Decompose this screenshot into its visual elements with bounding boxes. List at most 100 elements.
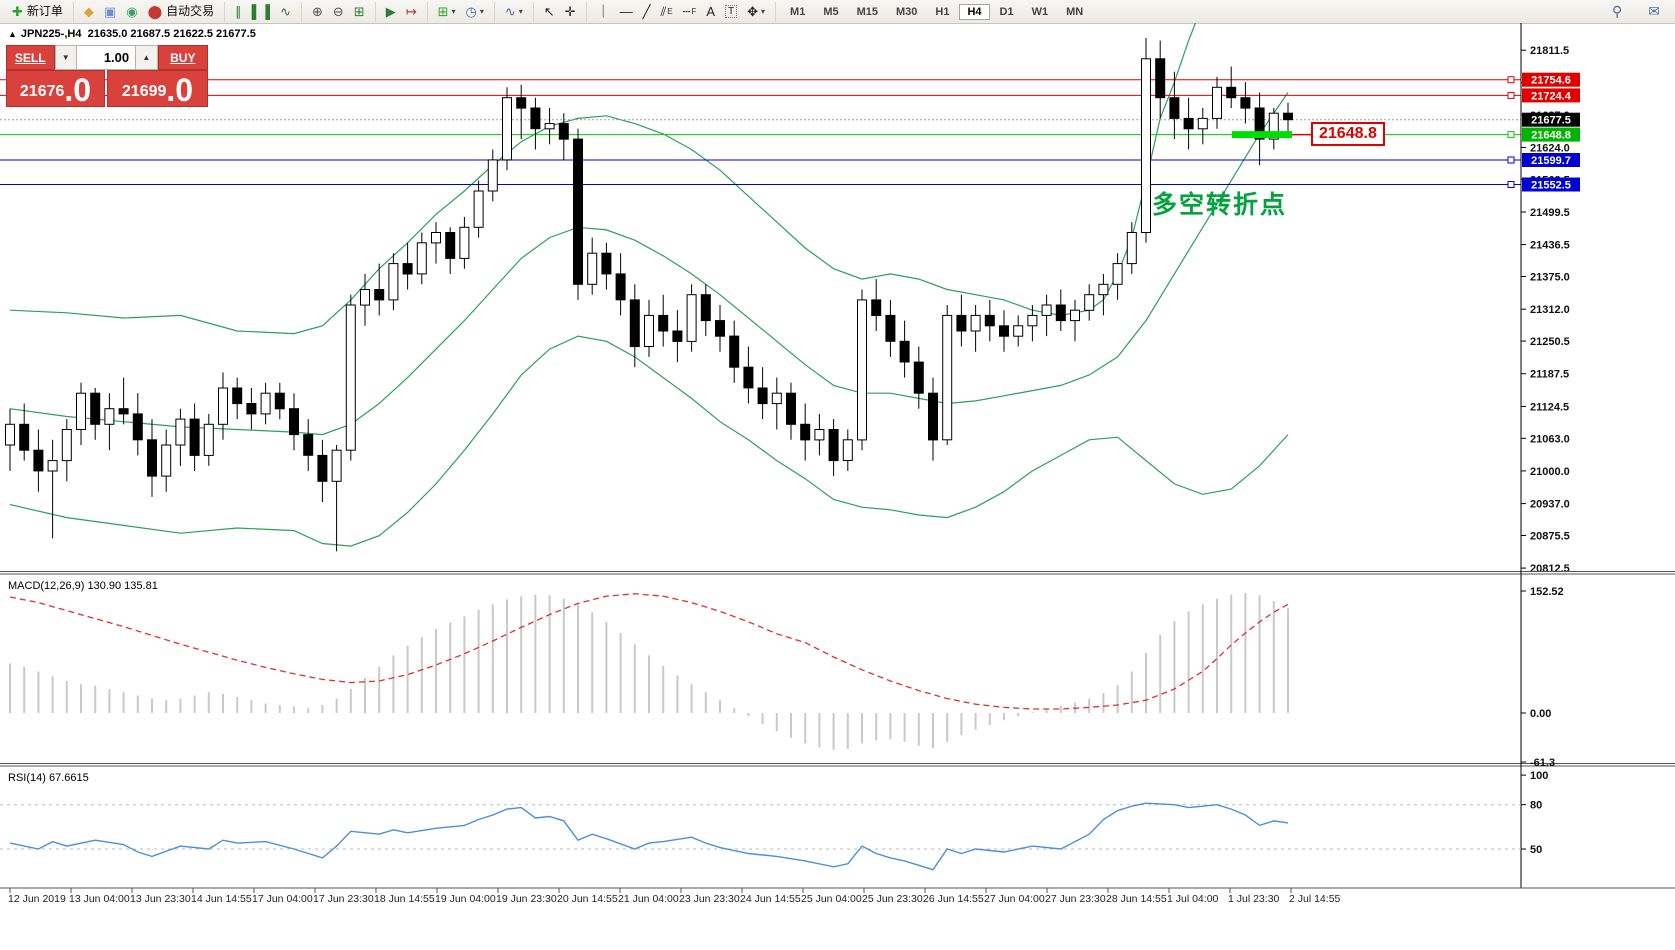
candlestick-chart-icon: ▌▐ xyxy=(251,4,271,19)
toolbar-group: ◆ ▣ ◉ ⬤ 自动交易 xyxy=(72,1,224,22)
svg-text:19 Jun 04:00: 19 Jun 04:00 xyxy=(435,893,496,905)
chart-shift-icon: ↦ xyxy=(405,4,417,19)
volume-increase-button[interactable]: ▲ xyxy=(135,45,158,70)
toolbar-group: ▶ ↦ xyxy=(374,1,427,22)
toolbar-group: ↖ ✛ xyxy=(532,1,586,22)
navigator-button[interactable]: ▣ xyxy=(100,1,120,22)
selected-line-segment[interactable] xyxy=(1232,131,1292,139)
chevron-down-icon[interactable]: ▾ xyxy=(479,7,484,16)
chart-shift-button[interactable]: ↦ xyxy=(402,1,421,22)
rsi-line xyxy=(9,802,1289,871)
new-chart-dropdown[interactable]: ⊞ ▾ xyxy=(434,1,460,22)
chevron-down-icon[interactable]: ▾ xyxy=(761,7,766,16)
data-window-button[interactable]: ◆ xyxy=(80,1,98,22)
horizontal-line-icon: — xyxy=(619,4,633,19)
horizontal-line-tool[interactable]: — xyxy=(616,1,637,22)
svg-text:21811.5: 21811.5 xyxy=(1530,45,1569,57)
line-chart-icon: ∿ xyxy=(280,4,291,19)
macd-indicator: 152.52 0.00 -61.3 MACD(12,26,9) 130.90 135.… xyxy=(8,580,1564,769)
clock-icon: ◷ xyxy=(465,4,477,19)
search-button[interactable]: ⚲ xyxy=(1608,1,1626,22)
timeframe-m1[interactable]: M1 xyxy=(790,5,806,18)
svg-text:26 Jun 14:55: 26 Jun 14:55 xyxy=(923,893,984,905)
line-handle xyxy=(1507,91,1515,99)
line-handle xyxy=(1507,181,1515,188)
timeframe-m15[interactable]: M15 xyxy=(856,5,878,18)
timeframe-m5[interactable]: M5 xyxy=(823,5,839,18)
chart-text-annotation[interactable]: 多空转折点 xyxy=(1152,191,1288,219)
buy-button[interactable]: BUY xyxy=(157,45,208,70)
timeframe-h1[interactable]: H1 xyxy=(935,5,950,18)
timeframe-mn[interactable]: MN xyxy=(1066,5,1084,18)
ask-price[interactable]: 21699.0 xyxy=(107,70,208,107)
macd-signal-line xyxy=(9,593,1289,710)
autotrade-button[interactable]: ⬤ 自动交易 xyxy=(144,1,219,22)
crosshair-tool[interactable]: ✛ xyxy=(561,1,580,22)
line-chart-button[interactable]: ∿ xyxy=(276,1,295,22)
shapes-dropdown[interactable]: ✥ ▾ xyxy=(743,1,769,22)
svg-text:21250.5: 21250.5 xyxy=(1530,336,1570,348)
price-callout-label[interactable]: 21648.8 xyxy=(1311,122,1385,146)
line-handle xyxy=(1507,131,1515,139)
trendline-tool[interactable]: ╱ xyxy=(639,1,655,22)
periods-dropdown[interactable]: ◷ ▾ xyxy=(462,1,488,22)
svg-text:0.00: 0.00 xyxy=(1530,708,1551,720)
zoom-out-icon: ⊖ xyxy=(332,4,344,19)
svg-text:20937.0: 20937.0 xyxy=(1530,499,1570,511)
channel-icon-suffix: E xyxy=(667,7,673,16)
svg-text:27 Jun 04:00: 27 Jun 04:00 xyxy=(984,893,1045,905)
svg-text:17 Jun 23:30: 17 Jun 23:30 xyxy=(313,893,374,905)
vertical-line-tool[interactable]: ｜ xyxy=(593,1,614,22)
timeframe-h4[interactable]: H4 xyxy=(959,3,990,20)
svg-text:13 Jun 04:00: 13 Jun 04:00 xyxy=(69,893,130,905)
svg-text:21063.0: 21063.0 xyxy=(1530,433,1570,445)
svg-text:20812.5: 20812.5 xyxy=(1530,563,1570,575)
zoom-in-button[interactable]: ⊕ xyxy=(308,1,327,22)
trendline-icon: ╱ xyxy=(642,4,651,19)
chevron-down-icon[interactable]: ▾ xyxy=(451,7,456,16)
volume-input[interactable]: 1.00 xyxy=(77,45,136,70)
candlestick-chart-button[interactable]: ▌▐ xyxy=(248,1,274,22)
channel-icon: ⫽ xyxy=(660,4,667,19)
bar-chart-button[interactable]: ∥ xyxy=(231,1,246,22)
timeframe-w1[interactable]: W1 xyxy=(1031,5,1049,18)
volume-decrease-button[interactable]: ▼ xyxy=(54,45,77,70)
svg-text:1 Jul 04:00: 1 Jul 04:00 xyxy=(1167,893,1219,905)
svg-text:23 Jun 23:30: 23 Jun 23:30 xyxy=(679,893,740,905)
shapes-icon: ✥ xyxy=(747,4,759,19)
svg-text:17 Jun 04:00: 17 Jun 04:00 xyxy=(252,893,313,905)
line-handle xyxy=(1507,76,1515,84)
collapse-arrow-icon[interactable]: ▲ xyxy=(8,29,17,39)
tile-windows-button[interactable]: ⊞ xyxy=(350,1,369,22)
autotrade-icon: ⬤ xyxy=(147,4,163,19)
price-tag-21677.5 xyxy=(1522,112,1580,127)
chevron-down-icon[interactable]: ▾ xyxy=(518,7,523,16)
one-click-trading-panel: SELL ▼ 1.00 ▲ BUY 21676.0 21699.0 xyxy=(6,45,208,107)
svg-text:21552.5: 21552.5 xyxy=(1531,180,1571,192)
toolbar-group: ⊕ ⊖ ⊞ xyxy=(300,1,375,22)
zoom-out-button[interactable]: ⊖ xyxy=(329,1,348,22)
svg-text:14 Jun 14:55: 14 Jun 14:55 xyxy=(191,893,252,905)
bid-price[interactable]: 21676.0 xyxy=(6,70,106,107)
svg-text:21724.4: 21724.4 xyxy=(1531,90,1572,102)
svg-text:21754.6: 21754.6 xyxy=(1531,75,1571,87)
timeframe-m30[interactable]: M30 xyxy=(896,5,918,18)
time-axis: 12 Jun 2019 13 Jun 04:00 13 Jun 23:30 14 Ju… xyxy=(8,888,1341,905)
indicators-dropdown[interactable]: ∿ ▾ xyxy=(501,1,527,22)
label-tool[interactable]: T xyxy=(721,1,741,22)
fibonacci-tool[interactable]: ┄ F xyxy=(679,1,701,22)
auto-scroll-button[interactable]: ▶ xyxy=(382,1,400,22)
new-order-button[interactable]: ✚ 新订单 xyxy=(8,1,67,22)
toolbar-group: ⊞ ▾ ◷ ▾ xyxy=(426,1,494,22)
chat-button[interactable]: ✉ xyxy=(1644,1,1664,22)
cursor-tool[interactable]: ↖ xyxy=(540,1,559,22)
bollinger-middle-band xyxy=(9,92,1289,436)
text-tool[interactable]: A xyxy=(702,1,719,22)
svg-text:21624.0: 21624.0 xyxy=(1530,142,1570,154)
sell-button[interactable]: SELL xyxy=(6,45,55,70)
timeframe-d1[interactable]: D1 xyxy=(999,5,1014,18)
channel-tool[interactable]: ⫽ E xyxy=(656,1,676,22)
svg-text:25 Jun 04:00: 25 Jun 04:00 xyxy=(801,893,862,905)
sound-button[interactable]: ◉ xyxy=(122,1,141,22)
